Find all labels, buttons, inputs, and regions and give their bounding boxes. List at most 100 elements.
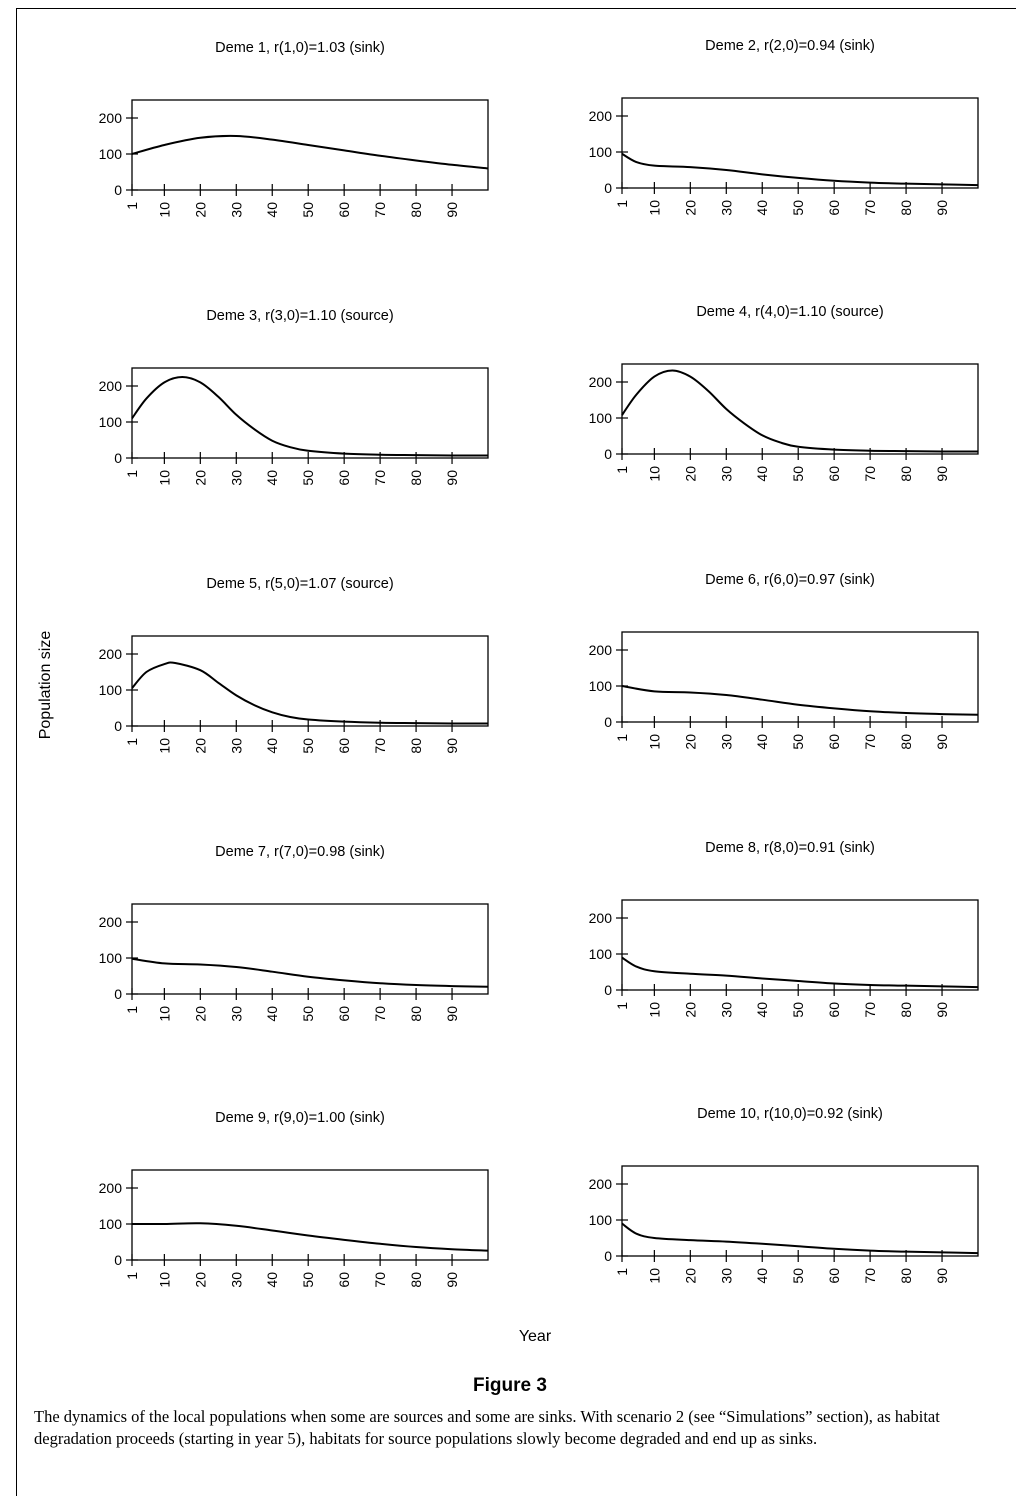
x-tick-label: 60 <box>336 738 352 754</box>
plot-frame <box>622 1166 978 1256</box>
chart-deme-8: Deme 8, r(8,0)=0.91 (sink) 0 100 200 1 10 20 30… <box>530 830 1010 1070</box>
x-axis-label: Year <box>495 1328 575 1346</box>
plot-frame <box>622 364 978 454</box>
x-tick-label: 60 <box>826 734 842 750</box>
x-tick-label: 20 <box>682 1268 698 1284</box>
x-tick-label: 50 <box>790 200 806 216</box>
x-tick-label: 80 <box>898 466 914 482</box>
y-tick-label: 200 <box>99 914 123 930</box>
x-tick-label: 30 <box>718 1268 734 1284</box>
x-tick-label: 50 <box>790 1002 806 1018</box>
x-tick-label: 60 <box>336 1006 352 1022</box>
x-tick-label: 20 <box>192 470 208 486</box>
x-tick-label: 1 <box>614 734 630 742</box>
y-tick-label: 200 <box>589 642 613 658</box>
chart-svg: Deme 7, r(7,0)=0.98 (sink)01002001 10 20 30… <box>40 834 520 1074</box>
y-tick-label: 200 <box>99 1180 123 1196</box>
x-tick-label: 40 <box>264 1006 280 1022</box>
x-tick-label: 20 <box>682 466 698 482</box>
y-tick-label: 100 <box>589 144 613 160</box>
x-tick-label: 50 <box>300 738 316 754</box>
plot-frame <box>132 368 488 458</box>
x-tick-label: 50 <box>300 1272 316 1288</box>
x-tick-label: 10 <box>156 470 172 486</box>
series-line <box>132 136 488 168</box>
y-tick-label: 0 <box>114 718 122 734</box>
x-tick-label: 40 <box>264 470 280 486</box>
x-tick-label: 70 <box>372 1272 388 1288</box>
y-tick-label: 200 <box>589 108 613 124</box>
plot-frame <box>132 636 488 726</box>
y-tick-label: 200 <box>589 1176 613 1192</box>
chart-title: Deme 9, r(9,0)=1.00 (sink) <box>215 1110 385 1126</box>
x-tick-label: 60 <box>336 202 352 218</box>
x-tick-label: 40 <box>264 1272 280 1288</box>
x-tick-label: 30 <box>228 738 244 754</box>
x-tick-label: 30 <box>228 470 244 486</box>
chart-deme-9: Deme 9, r(9,0)=1.00 (sink) 0 100 200 1 10 20 30… <box>40 1100 520 1340</box>
series-line <box>622 154 978 185</box>
figure-title: Figure 3 <box>410 1375 610 1397</box>
x-tick-label: 1 <box>124 738 140 746</box>
x-tick-label: 10 <box>646 200 662 216</box>
x-tick-label: 40 <box>754 200 770 216</box>
y-tick-label: 0 <box>604 982 612 998</box>
x-tick-label: 20 <box>682 200 698 216</box>
y-tick-label: 0 <box>604 1248 612 1264</box>
y-tick-label: 100 <box>589 678 613 694</box>
x-tick-label: 80 <box>898 1002 914 1018</box>
x-tick-label: 60 <box>826 1002 842 1018</box>
x-tick-label: 1 <box>614 1002 630 1010</box>
chart-deme-3: Deme 3, r(3,0)=1.10 (source) 0 100 200 1 10 20… <box>40 298 520 538</box>
x-tick-label: 90 <box>444 470 460 486</box>
x-tick-label: 90 <box>934 466 950 482</box>
chart-svg: Deme 1, r(1,0)=1.03 (sink)01002001 10 20 30… <box>40 30 520 270</box>
y-tick-label: 0 <box>114 986 122 1002</box>
x-tick-label: 40 <box>754 734 770 750</box>
chart-title: Deme 7, r(7,0)=0.98 (sink) <box>215 844 385 860</box>
x-tick-label: 10 <box>646 734 662 750</box>
chart-title: Deme 6, r(6,0)=0.97 (sink) <box>705 572 875 588</box>
y-axis-label: Population size <box>37 615 55 755</box>
chart-deme-1: Deme 1, r(1,0)=1.03 (sink) 0 100 200 1 10 20 30… <box>40 30 520 270</box>
x-tick-label: 80 <box>898 1268 914 1284</box>
x-tick-label: 90 <box>934 200 950 216</box>
x-tick-label: 90 <box>444 738 460 754</box>
figure-caption: The dynamics of the local populations wh… <box>34 1406 994 1449</box>
x-tick-label: 1 <box>124 202 140 210</box>
series-line <box>622 1224 978 1254</box>
x-tick-label: 90 <box>934 1268 950 1284</box>
chart-title: Deme 8, r(8,0)=0.91 (sink) <box>705 840 875 856</box>
series-line <box>132 377 488 456</box>
y-tick-label: 200 <box>99 646 123 662</box>
x-tick-label: 50 <box>790 466 806 482</box>
x-tick-label: 20 <box>682 1002 698 1018</box>
x-tick-label: 90 <box>444 1272 460 1288</box>
x-tick-label: 40 <box>264 738 280 754</box>
x-tick-label: 80 <box>408 1006 424 1022</box>
x-tick-label: 50 <box>300 1006 316 1022</box>
y-tick-label: 200 <box>589 910 613 926</box>
x-tick-label: 60 <box>336 1272 352 1288</box>
plot-frame <box>622 98 978 188</box>
x-tick-label: 70 <box>372 738 388 754</box>
chart-deme-2: Deme 2, r(2,0)=0.94 (sink) 0 100 200 1 10 20 30… <box>530 28 1010 268</box>
plot-frame <box>622 632 978 722</box>
x-tick-label: 1 <box>124 470 140 478</box>
chart-title: Deme 4, r(4,0)=1.10 (source) <box>696 304 883 320</box>
x-tick-label: 80 <box>898 200 914 216</box>
chart-deme-6: Deme 6, r(6,0)=0.97 (sink) 0 100 200 1 10 20 30… <box>530 562 1010 802</box>
x-tick-label: 50 <box>790 734 806 750</box>
y-tick-label: 0 <box>604 714 612 730</box>
chart-deme-4: Deme 4, r(4,0)=1.10 (source) 0 100 200 1 10 20… <box>530 294 1010 534</box>
y-tick-label: 100 <box>589 1212 613 1228</box>
series-line <box>622 958 978 988</box>
y-tick-label: 0 <box>604 446 612 462</box>
x-tick-label: 10 <box>646 466 662 482</box>
y-tick-label: 200 <box>99 378 123 394</box>
